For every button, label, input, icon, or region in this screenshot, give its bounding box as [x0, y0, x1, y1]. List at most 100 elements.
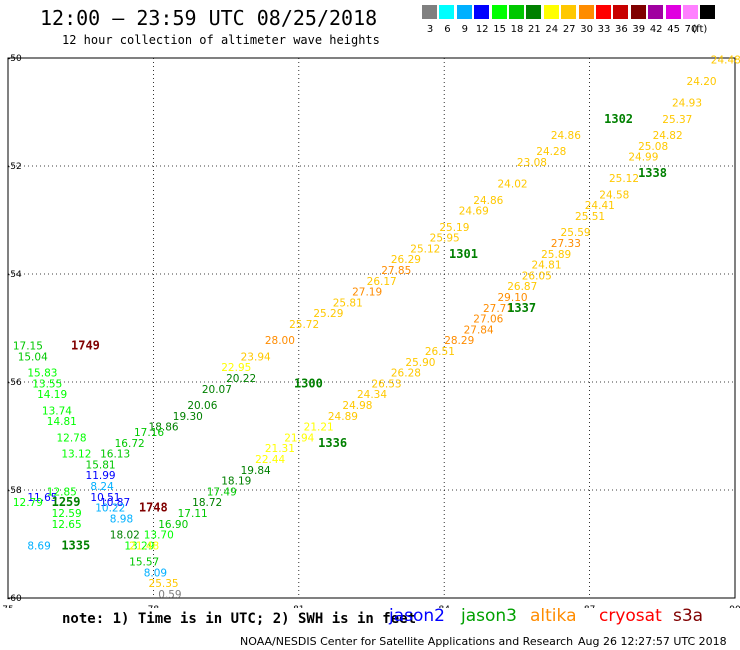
wave-height-label: 24.41: [585, 200, 615, 212]
color-swatch: [648, 5, 664, 19]
color-scale-label: 6: [444, 24, 451, 35]
color-scale-label: 27: [562, 24, 576, 35]
color-scale-label: 15: [493, 24, 506, 35]
wave-height-label: 17.15: [13, 341, 43, 353]
wave-height-label: 17.16: [134, 427, 164, 439]
wave-height-label: 24.86: [551, 130, 581, 142]
plot-border: [7, 57, 736, 599]
pass-time-label: 1302: [604, 112, 633, 126]
wave-height-label: 0.59: [158, 589, 181, 601]
wave-height-label: 24.20: [687, 76, 717, 88]
x-tick-label: 87: [584, 605, 595, 608]
pass-time-label: 1259: [52, 495, 81, 509]
color-swatch: [526, 5, 542, 19]
y-tick-label: -54: [7, 270, 22, 280]
wave-height-label: 25.29: [313, 308, 343, 320]
wave-height-label: 24.28: [536, 146, 566, 158]
credit-text: NOAA/NESDIS Center for Satellite Applica…: [240, 635, 574, 648]
sat-label-jason2: jason2: [389, 606, 445, 626]
wave-height-label: 8.24: [90, 481, 114, 493]
wave-height-label: 25.81: [333, 297, 363, 309]
wave-height-label: 13.29: [124, 540, 154, 552]
x-tick-label: 78: [148, 605, 160, 608]
wave-height-label: 23.08: [517, 157, 547, 169]
wave-height-label: 19.30: [173, 411, 203, 423]
y-tick-label: -60: [7, 594, 22, 604]
color-swatch: [613, 5, 629, 19]
wave-height-label: 12.79: [13, 497, 43, 509]
wave-height-label: 25.12: [609, 173, 639, 185]
wave-height-label: 8.98: [110, 513, 133, 525]
wave-height-label: 27.33: [551, 238, 581, 250]
wave-height-label: 8.09: [144, 567, 167, 579]
wave-height-label: 16.13: [100, 449, 130, 461]
pass-time-label: 1337: [507, 301, 536, 315]
wave-height-label: 13.74: [42, 405, 72, 417]
wave-height-label: 27.06: [473, 314, 503, 326]
wave-height-label: 25.90: [405, 357, 435, 369]
wave-height-label: 13.12: [61, 449, 91, 461]
wave-height-label: 20.06: [187, 400, 217, 412]
wave-height-label: 26.28: [391, 368, 421, 380]
sat-label-jason3: jason3: [461, 606, 517, 626]
wave-height-label: 12.78: [56, 432, 86, 444]
color-scale-label: 3: [426, 24, 434, 35]
wave-height-label: 26.87: [507, 281, 537, 293]
wave-height-label: 24.81: [531, 260, 561, 272]
wave-height-label: 11.99: [86, 470, 116, 482]
wave-height-label: 24.02: [498, 179, 528, 191]
pass-time-label: 1748: [139, 501, 168, 515]
color-swatch: [509, 5, 524, 19]
wave-height-label: 18.19: [221, 476, 251, 488]
color-swatch: [439, 5, 455, 19]
color-scale-unit: (ft): [692, 24, 708, 35]
color-swatch: [683, 5, 698, 19]
wave-height-label: 24.82: [653, 130, 683, 142]
wave-height-label: 14.81: [47, 416, 77, 428]
wave-height-map: 75 78 81 84 87 90 -50 -52 -54 -56 -58 -60 24.48 24.2…: [2, 54, 740, 608]
pass-time-label: 1301: [449, 247, 478, 261]
wave-height-label: 12.65: [52, 519, 82, 531]
wave-height-label: 29.10: [498, 292, 528, 304]
wave-height-label: 24.99: [628, 152, 658, 164]
wave-height-label: 18.02: [110, 530, 140, 542]
wave-height-label: 12.85: [47, 486, 77, 498]
wave-height-label: 27.71: [483, 303, 513, 315]
wave-height-label: 27.85: [381, 265, 411, 277]
wave-height-label: 26.05: [522, 270, 552, 282]
wave-height-label: 25.08: [638, 141, 668, 153]
wave-height-label: 17.11: [178, 508, 208, 520]
wave-height-label: 26.17: [367, 276, 397, 288]
wave-height-label: 23.94: [241, 351, 271, 363]
wave-height-label: 15.57: [129, 557, 159, 569]
wave-height-label: 22.44: [255, 454, 285, 466]
color-swatch: [543, 5, 559, 19]
wave-height-label: 15.04: [18, 351, 48, 363]
wave-height-label: 24.69: [459, 206, 489, 218]
color-swatch: [422, 5, 437, 19]
footer: note: 1) Time is in UTC; 2) SWH is in fe…: [0, 606, 740, 650]
color-scale-label: 45: [667, 24, 680, 35]
color-swatch: [596, 5, 611, 19]
pass-time-label: 1335: [61, 538, 90, 552]
wave-height-label: 24.58: [599, 189, 629, 201]
wave-height-label: 16.90: [158, 519, 188, 531]
wave-height-label: 25.95: [430, 233, 460, 245]
wave-height-label: 25.35: [149, 578, 179, 590]
footnote: note: 1) Time is in UTC; 2) SWH is in fe…: [62, 611, 417, 627]
wave-height-label: 21.21: [304, 422, 334, 434]
color-swatch: [456, 5, 472, 19]
wave-height-label: 25.37: [662, 114, 692, 126]
wave-height-label: 10.87: [100, 497, 130, 509]
pass-time-label: 1338: [638, 166, 667, 180]
wave-height-label: 15.83: [27, 368, 57, 380]
wave-height-label: 13.70: [144, 530, 174, 542]
wave-height-label: 27.19: [352, 287, 382, 299]
color-scale-label: 24: [545, 24, 559, 35]
wave-height-label: 21.48: [129, 540, 159, 552]
wave-height-label: 20.22: [226, 373, 256, 385]
y-tick-label: -56: [7, 378, 22, 388]
wave-height-label: 25.51: [575, 211, 605, 223]
y-tick-label: -50: [7, 54, 22, 64]
